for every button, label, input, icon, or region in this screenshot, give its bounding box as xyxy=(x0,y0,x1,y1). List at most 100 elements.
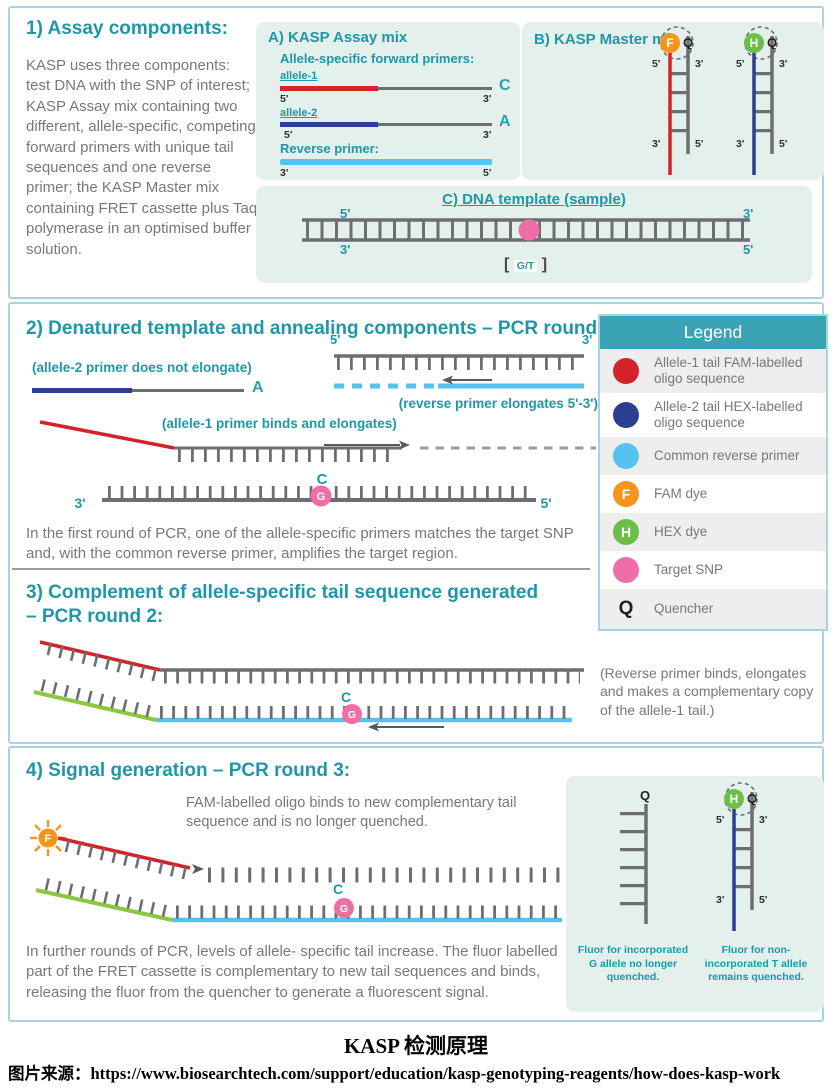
fret-cassette-hex: H Q 5' 3' 3' 5' xyxy=(714,782,789,934)
right-arrowhead-icon xyxy=(192,864,204,874)
box-c-dna-template: C) DNA template (sample) 5' 3' 3' 5' [ G… xyxy=(256,186,812,283)
prime-label: 3' xyxy=(280,167,289,179)
panel-4-heading: 4) Signal generation – PCR round 3: xyxy=(26,760,351,781)
quencher-letter: Q xyxy=(640,788,651,803)
reverse-primer-label: Reverse primer: xyxy=(280,141,379,156)
target-snp-dot-icon xyxy=(310,485,332,507)
legend-item-label: Allele-2 tail HEX-labelled oligo sequenc… xyxy=(654,399,803,430)
target-snp-dot-icon xyxy=(613,557,639,583)
legend-item-fam-dye: F FAM dye xyxy=(600,475,826,513)
fam-letter: F xyxy=(45,833,52,845)
prime-label: 3' xyxy=(759,814,768,826)
box-c-title: C) DNA template (sample) xyxy=(442,191,626,208)
legend-item-quencher: Q Quencher xyxy=(600,589,826,629)
inset-caption-right: Fluor for non-incorporated T allele rema… xyxy=(704,944,808,984)
panel-divider xyxy=(12,568,590,570)
bracket-close: ] xyxy=(541,256,548,273)
bracket-open: [ xyxy=(504,256,510,273)
box-a-subtitle: Allele-specific forward primers: xyxy=(280,51,475,66)
legend-item-label: Common reverse primer xyxy=(654,448,800,464)
prime-label: 3' xyxy=(695,58,704,70)
fam-dye-icon: F xyxy=(613,481,639,507)
prime-label: 3' xyxy=(74,495,85,511)
legend-item-label: Allele-1 tail FAM-labelled oligo sequenc… xyxy=(654,355,803,386)
target-snp-dot-icon xyxy=(342,704,362,724)
prime-label: 3' xyxy=(716,894,725,906)
fam-dye-icon: F xyxy=(660,33,680,53)
panel-1-heading: 1) Assay components: xyxy=(26,18,229,39)
base-c-label: C xyxy=(341,689,351,705)
reverse-primer-bar xyxy=(280,159,492,165)
prime-label: 5' xyxy=(695,138,704,150)
figure-source: 图片来源：https://www.biosearchtech.com/suppo… xyxy=(8,1064,781,1083)
prime-label: 3' xyxy=(582,332,593,347)
panel-4-note: FAM-labelled oligo binds to new compleme… xyxy=(186,795,517,831)
prime-label: 3' xyxy=(340,242,351,257)
base-c-label: C xyxy=(317,471,328,488)
legend-item-label: Quencher xyxy=(654,601,714,617)
allele-2-base-a: A xyxy=(252,379,264,396)
panel-3-side-note: (Reverse primer binds, elongates and mak… xyxy=(600,665,814,718)
allele-1-base-c: C xyxy=(499,77,511,94)
left-arrowhead-icon xyxy=(442,375,453,385)
legend-item-target-snp: Target SNP xyxy=(600,551,826,589)
allele-1-label: allele-1 xyxy=(280,70,318,82)
legend: Legend Allele-1 tail FAM-labelled oligo … xyxy=(598,314,828,631)
allele-2-label: allele-2 xyxy=(280,107,318,119)
legend-item-label: HEX dye xyxy=(654,524,708,540)
panel-2-body-text: In the first round of PCR, one of the al… xyxy=(26,525,574,563)
prime-label: 3' xyxy=(652,138,661,150)
prime-label: 5' xyxy=(736,58,745,70)
legend-item-hex-dye: H HEX dye xyxy=(600,513,826,551)
panel-4-signal-generation: 4) Signal generation – PCR round 3: FAM-… xyxy=(8,746,824,1022)
hex-dye-icon: H xyxy=(613,519,639,545)
prime-label: 3' xyxy=(483,93,492,105)
base-g-label: G xyxy=(340,903,348,915)
fret-cassette-fam-drawing xyxy=(660,26,694,175)
allele-2-tail-bar xyxy=(32,388,132,393)
legend-item-label: FAM dye xyxy=(654,486,708,502)
hex-dye-icon: H xyxy=(724,789,744,809)
snp-alleles-chip: G/T xyxy=(513,260,538,272)
prime-label: 3' xyxy=(743,206,754,221)
inset-caption-left: Fluor for incorporated G allele no longe… xyxy=(577,944,689,984)
legend-item-allele1: Allele-1 tail FAM-labelled oligo sequenc… xyxy=(600,349,826,393)
prime-label: 3' xyxy=(779,58,788,70)
allele-1-note: (allele-1 primer binds and elongates) xyxy=(162,416,397,431)
allele-2-tail-bar xyxy=(280,122,378,127)
base-c-label: C xyxy=(333,881,343,897)
prime-label: 5' xyxy=(284,129,293,141)
reverse-primer-dot-icon xyxy=(613,443,639,469)
prime-label: 5' xyxy=(759,894,768,906)
target-snp-dot-icon xyxy=(334,898,354,918)
base-g-label: G xyxy=(348,709,356,721)
quencher-letter-icon: Q xyxy=(618,598,634,619)
panel-2-3: 2) Denatured template and annealing comp… xyxy=(8,302,828,744)
base-g-label: G xyxy=(317,491,326,503)
allele-1-dot-icon xyxy=(613,358,639,384)
dna-template-ladder xyxy=(302,218,750,242)
reverse-primer-diagram xyxy=(334,354,584,389)
panel-1-assay-components: 1) Assay components: KASP uses three com… xyxy=(8,6,824,299)
box-b-kasp-master-mix: B) KASP Master mix F Q 5' 3' 3' 5' xyxy=(522,22,824,180)
legend-item-reverse-primer: Common reverse primer xyxy=(600,437,826,475)
right-arrowhead-icon xyxy=(399,440,410,450)
prime-label: 5' xyxy=(483,167,492,179)
figure-caption: KASP 检测原理 xyxy=(343,1034,489,1058)
released-quencher-drawing xyxy=(620,804,648,924)
pcr-round1-diagram: C G 3' 5' xyxy=(39,420,596,511)
panel-3-heading-line2: – PCR round 2: xyxy=(26,606,164,627)
prime-label: 5' xyxy=(330,332,341,347)
legend-item-allele2: Allele-2 tail HEX-labelled oligo sequenc… xyxy=(600,393,826,437)
allele-1-primer-bar xyxy=(378,87,492,90)
prime-label: 5' xyxy=(779,138,788,150)
fret-cassette-fam: F Q 5' 3' 3' 5' xyxy=(650,26,725,178)
pcr-round3-diagram: F C G xyxy=(30,820,562,923)
fret-cassette-hex-drawing xyxy=(724,782,758,931)
legend-title: Legend xyxy=(600,316,826,349)
pcr-round2-diagram: C G xyxy=(33,640,584,732)
panel-3-heading-line1: 3) Complement of allele-specific tail se… xyxy=(26,582,539,603)
snp-alleles-bracket: [ G/T ] xyxy=(504,256,547,274)
prime-label: 5' xyxy=(280,93,289,105)
